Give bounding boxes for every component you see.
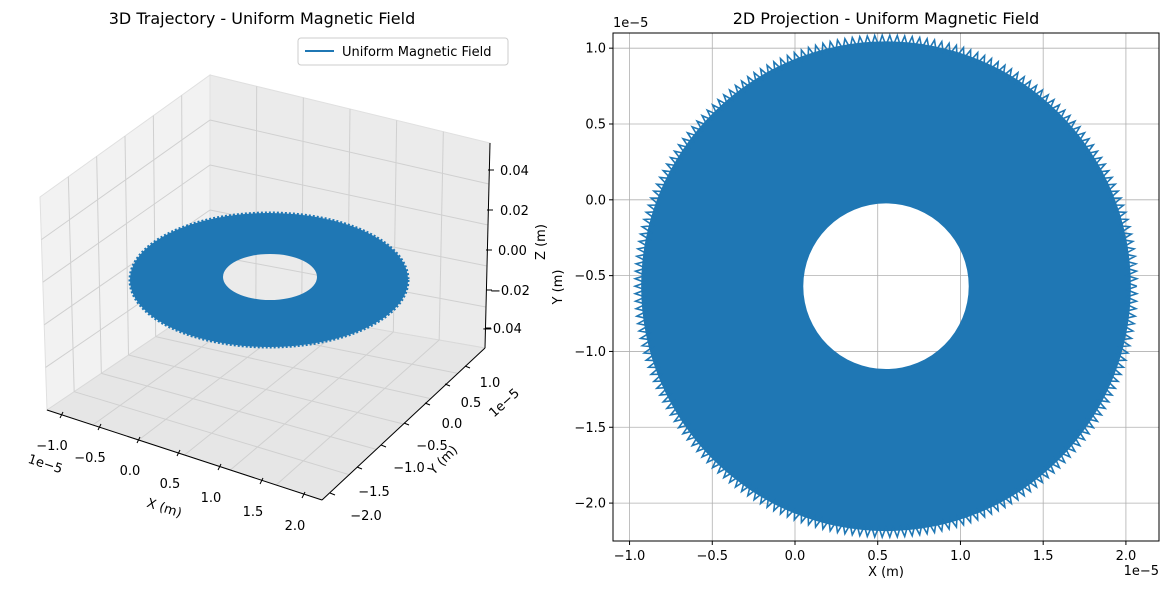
grid-line-3d bbox=[255, 86, 258, 309]
x-ticks-2d: −1.0 −0.5 0.0 0.5 1.0 1.5 2.0 bbox=[614, 541, 1136, 564]
x-tick-mark-5 bbox=[259, 477, 264, 485]
grid-line-3d bbox=[67, 176, 75, 392]
y-tick-mark-4 bbox=[424, 402, 431, 406]
series-uniform-field-2d bbox=[632, 33, 1140, 540]
z-axis-label-3d: Z (m) bbox=[534, 224, 549, 260]
y-tick-label: −1.5 bbox=[358, 485, 390, 500]
grid-line-3d bbox=[96, 156, 102, 374]
x-tick-label: 0.5 bbox=[867, 549, 888, 564]
legend-box bbox=[297, 37, 509, 66]
y-tick-mark-6 bbox=[464, 365, 471, 369]
y-tick-label: 0.0 bbox=[442, 417, 463, 432]
x-tick-label: −0.5 bbox=[74, 451, 106, 466]
y-offset-text-3d: 1e−5 bbox=[486, 386, 522, 421]
x-ticks-3d: −1.0 −0.5 0.0 0.5 1.0 1.5 2.0 bbox=[36, 411, 306, 534]
x-tick-label: 1.5 bbox=[1033, 549, 1054, 564]
grid-3d bbox=[41, 86, 490, 486]
y-tick-mark-1 bbox=[356, 466, 363, 470]
trajectory-band-3d bbox=[130, 213, 408, 347]
x-tick-label: 2.0 bbox=[285, 519, 306, 534]
x-tick-label: −1.0 bbox=[614, 549, 646, 564]
chart-2d-projection: 2D Projection - Uniform Magnetic Field −… bbox=[551, 9, 1160, 580]
z-tick-label: −0.02 bbox=[490, 284, 530, 299]
y-tick-label: 1.0 bbox=[480, 376, 501, 391]
z-tick-label: −0.04 bbox=[482, 322, 522, 337]
y-tick-label: −0.5 bbox=[416, 439, 448, 454]
x-tick-label: 0.0 bbox=[120, 464, 141, 479]
grid-line-3d bbox=[41, 119, 211, 241]
x-tick-label: 1.0 bbox=[950, 549, 971, 564]
z-tick-label: 0.04 bbox=[500, 164, 529, 179]
x-tick-mark-1 bbox=[97, 423, 102, 431]
z-ticks-3d: 0.04 0.02 0.00 −0.02 −0.04 bbox=[482, 164, 530, 337]
series-uniform-field-3d bbox=[128, 211, 410, 349]
y-tick-mark-5 bbox=[444, 383, 451, 387]
x-axis-label-3d: X (m) bbox=[145, 496, 184, 521]
x-tick-label: −0.5 bbox=[696, 549, 728, 564]
grid-line-3d bbox=[438, 131, 444, 341]
chart-3d-title: 3D Trajectory - Uniform Magnetic Field bbox=[109, 9, 416, 28]
y-tick-label: −1.0 bbox=[393, 461, 425, 476]
plot-frame-2d bbox=[612, 32, 1160, 542]
x-tick-mark-4 bbox=[217, 463, 222, 471]
trajectory-edge-2d bbox=[632, 33, 1140, 540]
x-tick-label: 2.0 bbox=[1116, 549, 1137, 564]
x-tick-mark-0 bbox=[59, 411, 64, 419]
y-tick-mark-0 bbox=[329, 492, 336, 496]
y-tick-label: −2.0 bbox=[350, 509, 382, 524]
chart-3d-trajectory: 3D Trajectory - Uniform Magnetic Field −… bbox=[26, 9, 549, 534]
z-tick-label: 0.00 bbox=[498, 244, 527, 259]
z-axis-line-3d bbox=[484, 142, 491, 349]
y-axis-line-3d bbox=[321, 347, 486, 501]
y-offset-text-2d: 1e−5 bbox=[613, 16, 648, 31]
chart-2d-title: 2D Projection - Uniform Magnetic Field bbox=[733, 9, 1040, 28]
x-offset-text-3d: 1e−5 bbox=[26, 452, 64, 477]
y-tick-label: −1.0 bbox=[574, 345, 606, 360]
y-tick-label: −2.0 bbox=[574, 497, 606, 512]
y-tick-label: 0.5 bbox=[461, 396, 482, 411]
y-tick-label: 0.5 bbox=[585, 117, 606, 132]
x-offset-text-2d: 1e−5 bbox=[1124, 564, 1159, 579]
y-ticks-2d: −2.0 −1.5 −1.0 −0.5 0.0 0.5 1.0 bbox=[574, 42, 613, 512]
x-tick-label: 0.5 bbox=[160, 477, 181, 492]
x-tick-label: −1.0 bbox=[36, 439, 68, 454]
z-tick-label: 0.02 bbox=[500, 204, 529, 219]
y-ticks-3d: −2.0 −1.5 −1.0 −0.5 0.0 0.5 1.0 bbox=[329, 365, 501, 524]
y-tick-label: 1.0 bbox=[585, 42, 606, 57]
y-axis-label-2d: Y (m) bbox=[551, 270, 566, 306]
x-tick-mark-2 bbox=[136, 436, 141, 444]
legend-label: Uniform Magnetic Field bbox=[342, 45, 491, 60]
legend: Uniform Magnetic Field bbox=[297, 37, 509, 66]
y-tick-mark-2 bbox=[380, 444, 387, 448]
x-tick-mark-6 bbox=[301, 491, 306, 499]
trajectory-ring-2d bbox=[641, 41, 1131, 532]
y-tick-label: 0.0 bbox=[585, 193, 606, 208]
x-tick-label: 1.5 bbox=[243, 505, 264, 520]
x-axis-label-2d: X (m) bbox=[868, 565, 904, 580]
grid-line-3d bbox=[209, 164, 489, 226]
x-axis-line-3d bbox=[46, 409, 323, 501]
x-tick-label: 1.0 bbox=[201, 491, 222, 506]
x-tick-mark-3 bbox=[176, 449, 181, 457]
x-tick-label: 0.0 bbox=[785, 549, 806, 564]
grid-line-3d bbox=[301, 97, 304, 317]
y-tick-label: −1.5 bbox=[574, 421, 606, 436]
grid-line-3d bbox=[209, 119, 490, 185]
grid-line-3d bbox=[42, 164, 211, 283]
y-tick-mark-3 bbox=[403, 422, 410, 426]
y-tick-label: −0.5 bbox=[574, 269, 606, 284]
grid-line-3d bbox=[124, 135, 129, 356]
